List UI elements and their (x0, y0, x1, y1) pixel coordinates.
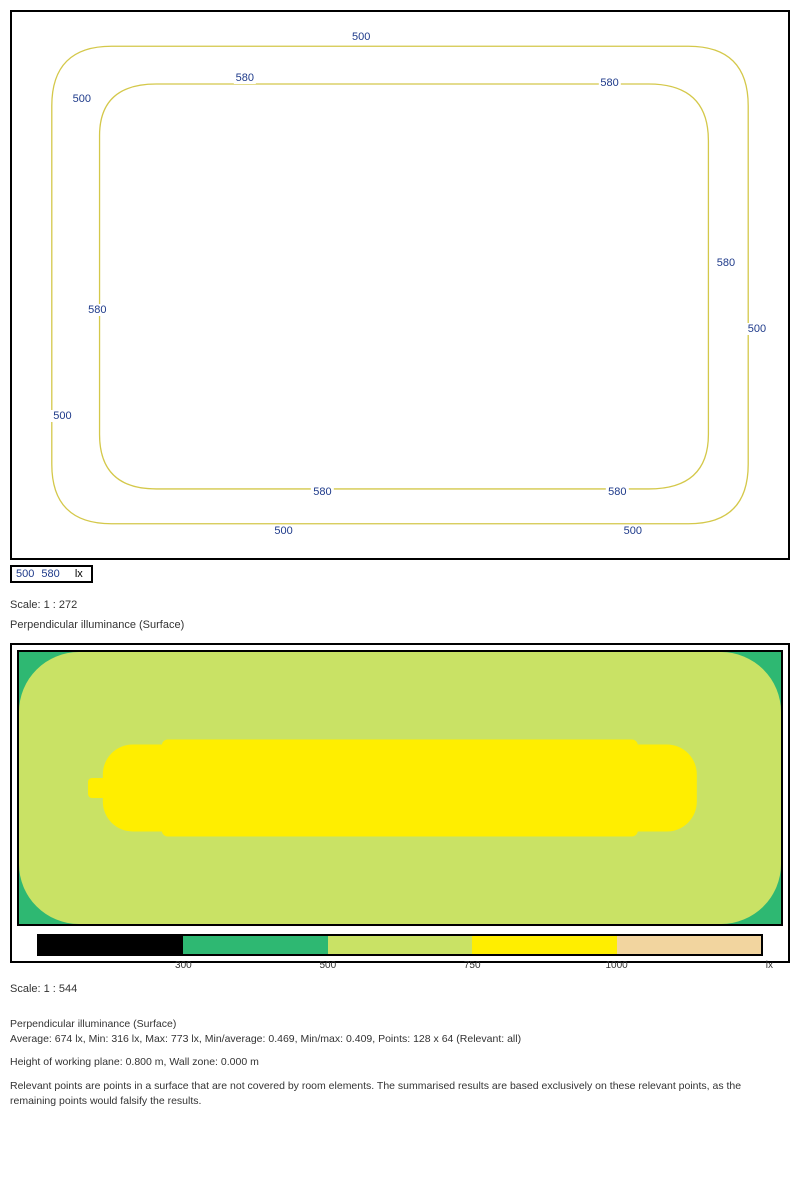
stats-line2: Height of working plane: 0.800 m, Wall z… (10, 1055, 790, 1070)
stats-block: Perpendicular illuminance (Surface) Aver… (10, 1017, 790, 1109)
legend-value-500: 500 (16, 568, 34, 580)
fc-region-high (103, 744, 697, 831)
scale-seg-4 (472, 936, 616, 954)
scale-seg-2 (183, 936, 327, 954)
contour-label-500: 500 (350, 31, 372, 43)
contour-label-580: 580 (86, 304, 108, 316)
scale-tick-1000: 1000 (605, 960, 627, 971)
color-scale: lx 3005007501000 (37, 934, 763, 956)
contour-label-580: 580 (715, 257, 737, 269)
scale-tick-750: 750 (464, 960, 481, 971)
fc-inner-edge (162, 825, 637, 837)
legend-unit: lx (75, 568, 83, 580)
scale-seg-3 (328, 936, 472, 954)
fc-inner-tail (88, 778, 118, 798)
falsecolor-scale: Scale: 1 : 544 (10, 983, 790, 995)
contour-scale: Scale: 1 : 272 (10, 599, 790, 611)
contour-label-500: 500 (51, 410, 73, 422)
contour-label-580: 580 (311, 486, 333, 498)
contour-label-500: 500 (71, 93, 93, 105)
contour-label-500: 500 (272, 525, 294, 537)
stats-note: Relevant points are points in a surface … (10, 1079, 790, 1109)
contour-label-500: 500 (746, 323, 768, 335)
scale-seg-5 (617, 936, 761, 954)
legend-value-580: 580 (41, 568, 59, 580)
contour-legend: 500 580 lx (10, 565, 93, 583)
contour-title: Perpendicular illuminance (Surface) (10, 619, 790, 631)
stats-title: Perpendicular illuminance (Surface) (10, 1018, 176, 1030)
contour-label-500: 500 (622, 525, 644, 537)
scale-seg-1 (39, 936, 183, 954)
contour-chart: 500 580 580 500 580 580 500 500 580 580 500 500 (10, 10, 790, 560)
scale-unit: lx (766, 960, 773, 971)
scale-tick-300: 300 (175, 960, 192, 971)
scale-tick-500: 500 (319, 960, 336, 971)
contour-label-580: 580 (598, 77, 620, 89)
stats-line1: Average: 674 lx, Min: 316 lx, Max: 773 l… (10, 1033, 521, 1045)
contour-label-580: 580 (234, 72, 256, 84)
falsecolor-panel: lx 3005007501000 (10, 643, 790, 963)
contour-label-580: 580 (606, 486, 628, 498)
contour-svg (12, 12, 788, 558)
fc-inner-edge (162, 739, 637, 751)
falsecolor-plot (17, 650, 783, 926)
